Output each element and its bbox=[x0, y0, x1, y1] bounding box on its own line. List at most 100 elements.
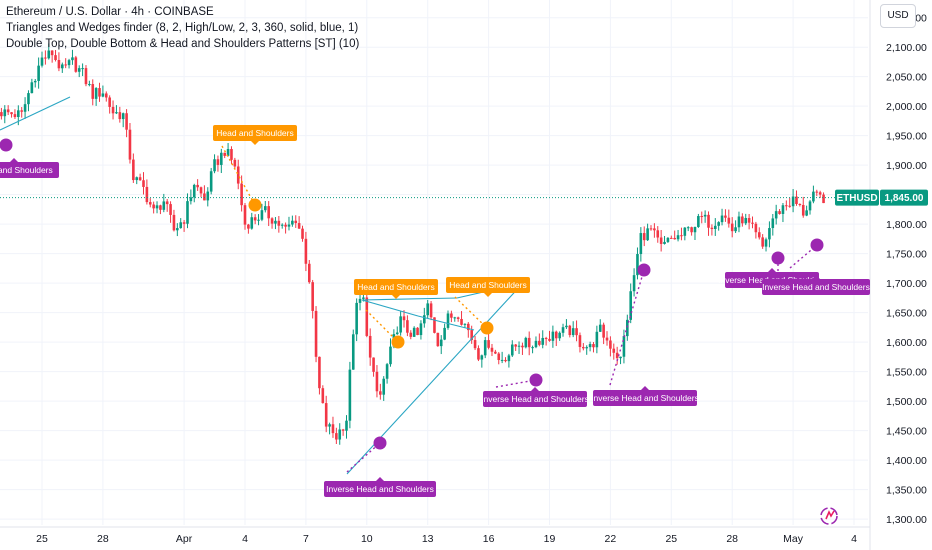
time-axis[interactable]: 25 28 Apr 4 7 10 13 16 19 22 25 28 May 4 bbox=[36, 533, 857, 545]
candle-body bbox=[741, 216, 744, 224]
candle-body bbox=[480, 355, 484, 360]
label-pointer bbox=[10, 158, 18, 162]
candle-body bbox=[561, 327, 565, 333]
candle-body bbox=[287, 224, 291, 227]
candle-body bbox=[335, 433, 338, 440]
candle-body bbox=[148, 202, 152, 205]
indicator-patterns[interactable]: Double Top, Double Bottom & Head and Sho… bbox=[6, 38, 360, 50]
candle-body bbox=[524, 337, 528, 348]
time-tick-label: 25 bbox=[665, 533, 677, 545]
candle-body bbox=[152, 204, 155, 209]
candle-body bbox=[595, 331, 599, 348]
candle-body bbox=[818, 192, 822, 195]
candle-body bbox=[429, 303, 433, 318]
candle-body bbox=[791, 196, 795, 207]
candle-body bbox=[189, 197, 193, 202]
candle-body bbox=[730, 223, 734, 232]
candle-body bbox=[94, 88, 98, 99]
candle-body bbox=[785, 205, 788, 207]
pattern-label: Head and Shoulders bbox=[213, 125, 297, 145]
candle-body bbox=[629, 291, 632, 320]
trend-line bbox=[346, 282, 524, 475]
candle-body bbox=[111, 106, 115, 114]
symbol-tag bbox=[835, 189, 879, 206]
candle-body bbox=[571, 328, 575, 336]
candle-body bbox=[328, 424, 331, 427]
candle-body bbox=[385, 364, 389, 379]
candle-body bbox=[497, 353, 501, 361]
pattern-marker bbox=[391, 335, 405, 349]
candle-body bbox=[314, 310, 318, 357]
candle-body bbox=[118, 112, 122, 120]
candle-body bbox=[490, 347, 494, 352]
trend-line bbox=[361, 299, 419, 317]
candle-body bbox=[632, 275, 636, 292]
price-tick-label: 1,950.00 bbox=[886, 131, 927, 143]
candle-body bbox=[23, 104, 27, 112]
candle-body bbox=[815, 191, 819, 193]
currency-button[interactable]: USD bbox=[880, 4, 916, 28]
candle-body bbox=[703, 214, 707, 217]
candle-body bbox=[697, 216, 700, 227]
pattern-label: Head and Shoulders bbox=[354, 279, 438, 299]
candle-body bbox=[115, 112, 118, 114]
candle-body bbox=[707, 214, 710, 228]
candle-body bbox=[270, 218, 274, 224]
candle-body bbox=[649, 228, 653, 230]
candle-body bbox=[311, 282, 314, 311]
candle-body bbox=[138, 177, 142, 181]
candle-body bbox=[6, 109, 10, 113]
candle-body bbox=[666, 237, 670, 242]
candle-body bbox=[399, 316, 402, 333]
candle-body bbox=[206, 191, 210, 201]
label-box bbox=[446, 277, 530, 293]
price-tick-label: 1,800.00 bbox=[886, 219, 927, 231]
candle-body bbox=[216, 159, 220, 165]
candle-body bbox=[764, 239, 768, 247]
candle-body bbox=[554, 331, 558, 339]
price-tick-label: 1,650.00 bbox=[886, 308, 927, 320]
candle-body bbox=[676, 235, 680, 240]
candle-body bbox=[636, 254, 639, 276]
candle-body bbox=[280, 224, 284, 226]
candle-body bbox=[345, 420, 348, 431]
price-axis[interactable]: 2,150.002,100.002,050.002,000.001,950.00… bbox=[886, 13, 927, 526]
candle-body bbox=[125, 113, 128, 130]
last-price-marker: ETHUSD 1,845.00 bbox=[0, 189, 928, 206]
candle-body bbox=[81, 68, 84, 70]
pattern-overlays: Head and Shoulders Head and Shoulders Head… bbox=[0, 96, 870, 497]
candle-body bbox=[284, 224, 287, 227]
price-tick-label: 1,300.00 bbox=[886, 514, 927, 526]
candle-body bbox=[104, 93, 108, 98]
candle-body bbox=[548, 338, 551, 341]
candle-body bbox=[585, 347, 589, 349]
indicator-triangles-wedges[interactable]: Triangles and Wedges finder (8, 2, High/… bbox=[6, 22, 359, 34]
candle-body bbox=[761, 237, 764, 247]
candle-body bbox=[460, 318, 463, 325]
candle-body bbox=[426, 303, 429, 316]
candle-body bbox=[165, 201, 169, 205]
candle-body bbox=[0, 112, 3, 117]
label-box bbox=[213, 125, 297, 141]
trend-line bbox=[361, 297, 458, 301]
candle-body bbox=[693, 226, 697, 233]
candle-body bbox=[108, 97, 111, 107]
candle-body bbox=[30, 82, 34, 94]
candle-body bbox=[27, 93, 30, 105]
candle-body bbox=[737, 216, 741, 228]
tradingview-logo-icon[interactable] bbox=[820, 507, 838, 525]
time-tick-label: 25 bbox=[36, 533, 48, 545]
time-tick-label: May bbox=[783, 533, 804, 545]
candle-body bbox=[412, 327, 416, 337]
label-pointer bbox=[531, 387, 539, 391]
price-tick-label: 2,100.00 bbox=[886, 42, 927, 54]
candle-body bbox=[264, 206, 267, 211]
candle-body bbox=[365, 297, 369, 336]
candle-body bbox=[240, 183, 243, 206]
candle-body bbox=[416, 327, 419, 336]
candle-body bbox=[277, 220, 281, 226]
candle-body bbox=[260, 210, 264, 220]
symbol-title[interactable]: Ethereum / U.S. Dollar · 4h · COINBASE bbox=[6, 6, 214, 18]
candle-body bbox=[467, 323, 470, 331]
